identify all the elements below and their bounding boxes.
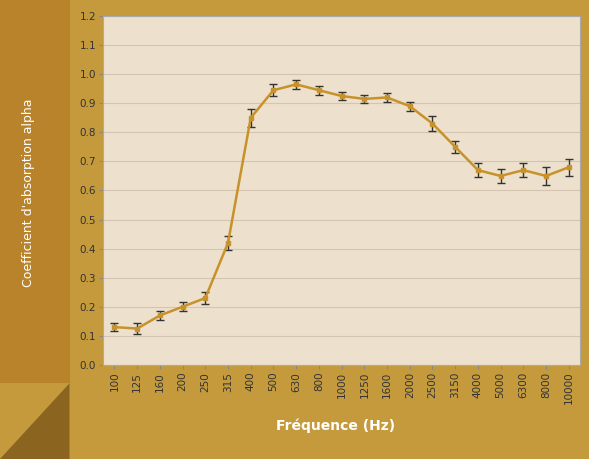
Text: Fréquence (Hz): Fréquence (Hz) [276, 419, 395, 433]
Text: Coefficient d'absorption alpha: Coefficient d'absorption alpha [22, 99, 35, 287]
